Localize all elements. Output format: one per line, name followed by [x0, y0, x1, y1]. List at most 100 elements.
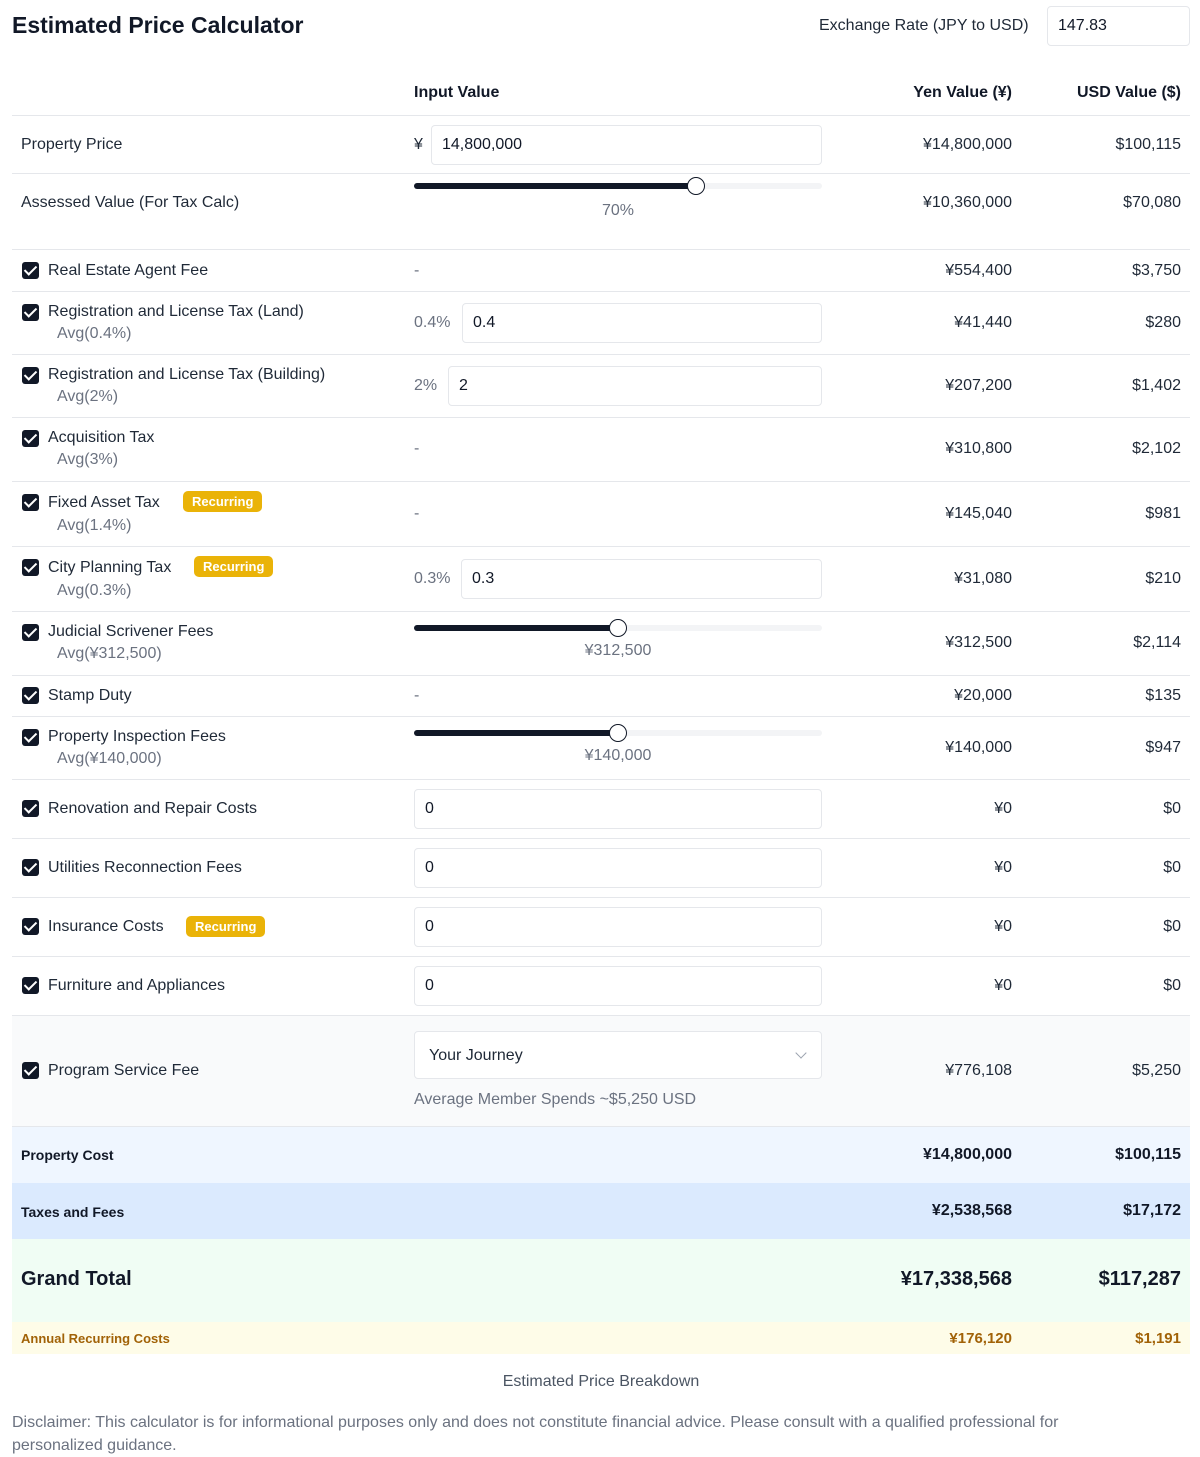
city-planning-tax-avg: Avg(0.3%) [57, 582, 132, 599]
insurance-input[interactable] [414, 907, 822, 947]
property-price-input[interactable] [431, 125, 822, 165]
judicial-scrivener-label: Judicial Scrivener Fees [48, 623, 214, 640]
registration-building-input[interactable] [448, 366, 822, 406]
column-yen-value: Yen Value (¥) [913, 84, 1012, 101]
assessed-value-percent: 70% [601, 202, 635, 219]
city-planning-tax-yen: ¥31,080 [954, 570, 1012, 587]
acquisition-tax-avg: Avg(3%) [57, 451, 119, 468]
breakdown-caption: Estimated Price Breakdown [502, 1373, 700, 1390]
city-planning-tax-checkbox[interactable] [22, 559, 39, 576]
judicial-scrivener-avg: Avg(¥312,500) [57, 645, 162, 662]
assessed-value-usd: $70,080 [1123, 194, 1181, 211]
agent-fee-usd: $3,750 [1132, 262, 1181, 279]
column-usd-value: USD Value ($) [1076, 84, 1181, 101]
renovation-checkbox[interactable] [22, 800, 39, 817]
property-price-yen: ¥14,800,000 [923, 136, 1012, 153]
acquisition-tax-label: Acquisition Tax [48, 429, 155, 446]
program-selected-value: Your Journey [429, 1047, 523, 1064]
agent-fee-yen: ¥554,400 [945, 262, 1012, 279]
exchange-rate-input[interactable] [1047, 6, 1190, 46]
property-price-usd: $100,115 [1115, 136, 1181, 153]
property-cost-yen: ¥14,800,000 [923, 1146, 1012, 1163]
slider-handle[interactable] [609, 619, 627, 637]
recurring-usd: $1,191 [1135, 1330, 1181, 1347]
registration-land-label: Registration and License Tax (Land) [48, 303, 304, 320]
acquisition-tax-usd: $2,102 [1132, 440, 1181, 457]
judicial-scrivener-checkbox[interactable] [22, 624, 39, 641]
property-inspection-checkbox[interactable] [22, 729, 39, 746]
column-input-value: Input Value [414, 84, 500, 101]
judicial-scrivener-usd: $2,114 [1133, 634, 1181, 651]
acquisition-tax-input: - [414, 440, 420, 457]
utilities-checkbox[interactable] [22, 859, 39, 876]
row-furniture: Furniture and Appliances ¥0 $0 [12, 957, 1190, 1016]
row-judicial-scrivener: Judicial Scrivener Fees Avg(¥312,500) ¥3… [12, 612, 1190, 676]
summary-taxes-fees: Taxes and Fees ¥2,538,568 $17,172 [12, 1183, 1190, 1239]
acquisition-tax-checkbox[interactable] [22, 430, 39, 447]
program-fee-checkbox[interactable] [22, 1062, 39, 1079]
utilities-label: Utilities Reconnection Fees [48, 859, 242, 876]
grand-total-label: Grand Total [21, 1268, 132, 1290]
property-inspection-amount: ¥140,000 [584, 747, 652, 764]
summary-property-cost: Property Cost ¥14,800,000 $100,115 [12, 1127, 1190, 1183]
taxes-fees-label: Taxes and Fees [21, 1204, 125, 1220]
table-header: Input Value Yen Value (¥) USD Value ($) [12, 56, 1190, 116]
recurring-badge: Recurring [183, 491, 263, 512]
row-fixed-asset-tax: Fixed Asset Tax Recurring Avg(1.4%) - ¥1… [12, 482, 1190, 547]
city-planning-tax-input[interactable] [461, 559, 822, 599]
insurance-yen: ¥0 [994, 918, 1012, 935]
row-insurance: Insurance Costs Recurring ¥0 $0 [12, 898, 1190, 957]
property-inspection-label: Property Inspection Fees [48, 728, 226, 745]
program-fee-yen: ¥776,108 [945, 1062, 1012, 1079]
registration-building-yen: ¥207,200 [945, 377, 1012, 394]
furniture-input[interactable] [414, 966, 822, 1006]
row-assessed-value: Assessed Value (For Tax Calc) 70% ¥10,36… [12, 174, 1190, 250]
program-select[interactable]: Your Journey [414, 1031, 822, 1079]
renovation-input[interactable] [414, 789, 822, 829]
assessed-value-label: Assessed Value (For Tax Calc) [21, 194, 240, 211]
row-renovation: Renovation and Repair Costs ¥0 $0 [12, 780, 1190, 839]
recurring-badge: Recurring [186, 916, 266, 937]
taxes-fees-usd: $17,172 [1123, 1202, 1181, 1219]
insurance-checkbox[interactable] [22, 918, 39, 935]
property-cost-usd: $100,115 [1115, 1146, 1181, 1163]
utilities-usd: $0 [1163, 859, 1181, 876]
agent-fee-input: - [414, 262, 420, 279]
agent-fee-label: Real Estate Agent Fee [48, 262, 209, 279]
furniture-yen: ¥0 [994, 977, 1012, 994]
judicial-scrivener-yen: ¥312,500 [945, 634, 1012, 651]
row-property-inspection: Property Inspection Fees Avg(¥140,000) ¥… [12, 717, 1190, 780]
yen-prefix: ¥ [414, 136, 423, 153]
agent-fee-checkbox[interactable] [22, 262, 39, 279]
slider-fill [414, 183, 696, 189]
grand-total-usd: $117,287 [1098, 1268, 1181, 1290]
judicial-scrivener-slider[interactable] [414, 619, 822, 637]
registration-land-input[interactable] [462, 303, 822, 343]
program-fee-label: Program Service Fee [48, 1062, 200, 1079]
registration-land-usd: $280 [1145, 314, 1181, 331]
city-planning-tax-percent: 0.3% [414, 570, 451, 587]
stamp-duty-checkbox[interactable] [22, 687, 39, 704]
recurring-label: Annual Recurring Costs [21, 1331, 170, 1346]
fixed-asset-tax-usd: $981 [1145, 505, 1181, 522]
property-inspection-slider[interactable] [414, 724, 822, 742]
utilities-input[interactable] [414, 848, 822, 888]
fixed-asset-tax-checkbox[interactable] [22, 494, 39, 511]
registration-building-usd: $1,402 [1132, 377, 1181, 394]
program-note: Average Member Spends ~$5,250 USD [414, 1091, 697, 1108]
registration-land-checkbox[interactable] [22, 304, 39, 321]
renovation-usd: $0 [1163, 800, 1181, 817]
registration-building-label: Registration and License Tax (Building) [48, 366, 326, 383]
assessed-value-slider[interactable] [414, 177, 822, 195]
registration-building-checkbox[interactable] [22, 367, 39, 384]
registration-land-percent: 0.4% [414, 314, 451, 331]
slider-handle[interactable] [609, 724, 627, 742]
fixed-asset-tax-input: - [414, 505, 420, 522]
stamp-duty-label: Stamp Duty [48, 687, 132, 704]
row-stamp-duty: Stamp Duty - ¥20,000 $135 [12, 676, 1190, 717]
slider-handle[interactable] [686, 177, 705, 195]
property-price-label: Property Price [21, 136, 123, 153]
summary-recurring: Annual Recurring Costs ¥176,120 $1,191 [12, 1322, 1190, 1354]
furniture-checkbox[interactable] [22, 977, 39, 994]
stamp-duty-input: - [414, 687, 420, 704]
